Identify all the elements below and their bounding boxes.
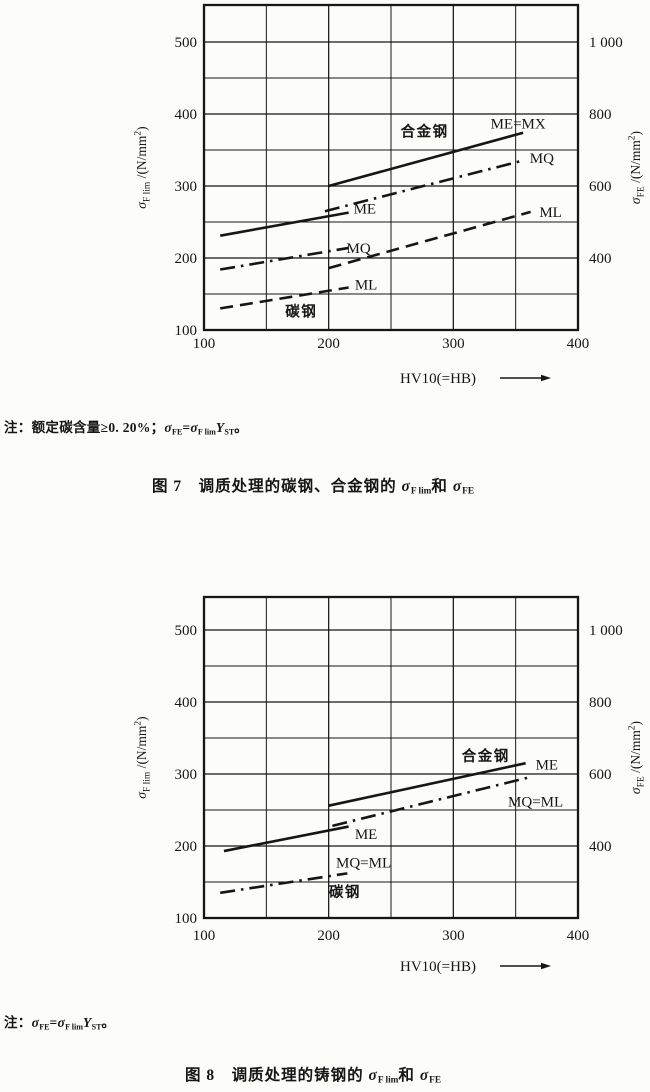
y-left-tick-200: 200 (175, 839, 198, 855)
x-axis-title: HV10(=HB) (400, 959, 476, 975)
annotation-MQ: MQ (530, 151, 554, 167)
annotation-ML: ML (355, 278, 378, 294)
figure7-note: 注：额定碳含量≥0. 20%；σFE=σF limYST。 (4, 420, 249, 437)
annotation-合金钢: 合金钢 (461, 747, 510, 765)
y-left-axis-title: σF lim /(N/mm2) (134, 126, 153, 208)
figure-8-chart: 100 200 300 400 500 400 600 800 1 000 100 200 300 40… (134, 595, 647, 975)
annotation-MQ=ML: MQ=ML (508, 794, 563, 810)
x-tick-400: 400 (567, 336, 590, 352)
figure8-caption: 图 8 调质处理的铸钢的 σF lim和 σFE (184, 1067, 442, 1086)
y-right-tick-1000: 1 000 (589, 623, 623, 639)
x-axis-arrowhead-icon (541, 374, 551, 382)
series-合金钢-MQ (324, 159, 523, 213)
annotation-ME: ME (354, 201, 377, 217)
x-tick-200: 200 (317, 336, 340, 352)
plot-border (202, 3, 580, 332)
series-碳钢-ML (219, 286, 349, 310)
annotation-ME: ME (355, 827, 378, 843)
x-tick-100: 100 (193, 336, 216, 352)
y-right-tick-800: 800 (589, 107, 612, 123)
gridlines (204, 597, 578, 918)
y-right-tick-400: 400 (589, 251, 612, 267)
x-axis-arrowhead-icon (541, 962, 551, 970)
plot-border (202, 595, 580, 920)
series-碳钢-MQ=ML (220, 872, 348, 895)
series-合金钢-ME (328, 761, 526, 807)
series-合金钢-ME=MX (328, 131, 524, 188)
series-碳钢-MQ (219, 246, 349, 271)
figure8-note: 注：σFE=σF limYST。 (4, 1015, 116, 1032)
x-tick-400: 400 (567, 928, 590, 944)
annotation-碳钢: 碳钢 (329, 883, 361, 901)
series-碳钢-ME (223, 825, 349, 853)
y-left-tick-300: 300 (175, 179, 198, 195)
annotation-MQ: MQ (347, 241, 371, 257)
figure-7-chart: 100 200 300 400 500 400 600 800 1 000 100 200 300 40… (134, 3, 647, 387)
y-right-axis-title: σFE /(N/mm2) (628, 131, 647, 204)
annotation-MQ=ML: MQ=ML (336, 856, 391, 872)
y-right-tick-600: 600 (589, 767, 612, 783)
annotation-ME=MX: ME=MX (491, 116, 546, 132)
annotation-ME: ME (536, 758, 559, 774)
y-left-tick-300: 300 (175, 767, 198, 783)
x-tick-300: 300 (442, 336, 465, 352)
annotation-碳钢: 碳钢 (285, 302, 317, 320)
y-left-tick-100: 100 (175, 911, 198, 927)
gridlines (204, 5, 578, 330)
y-left-tick-100: 100 (175, 323, 198, 339)
x-tick-200: 200 (317, 928, 340, 944)
y-right-axis-title: σFE /(N/mm2) (628, 721, 647, 794)
y-left-tick-500: 500 (175, 623, 198, 639)
series-碳钢-ME (219, 211, 349, 237)
y-right-tick-800: 800 (589, 695, 612, 711)
y-right-tick-600: 600 (589, 179, 612, 195)
figure7-caption: 图 7 调质处理的碳钢、合金钢的 σF lim和 σFE (151, 478, 475, 497)
x-tick-300: 300 (442, 928, 465, 944)
series-合金钢-MQ=ML (332, 776, 529, 828)
annotation-合金钢: 合金钢 (400, 122, 449, 140)
y-right-tick-1000: 1 000 (589, 35, 623, 51)
x-tick-100: 100 (193, 928, 216, 944)
y-left-axis-title: σF lim /(N/mm2) (134, 716, 153, 798)
y-left-tick-400: 400 (175, 695, 198, 711)
x-axis-title: HV10(=HB) (400, 371, 476, 387)
y-left-tick-500: 500 (175, 35, 198, 51)
y-left-tick-200: 200 (175, 251, 198, 267)
annotation-ML: ML (539, 205, 562, 221)
y-left-tick-400: 400 (175, 107, 198, 123)
y-right-tick-400: 400 (589, 839, 612, 855)
series-合金钢-ML (328, 210, 531, 270)
